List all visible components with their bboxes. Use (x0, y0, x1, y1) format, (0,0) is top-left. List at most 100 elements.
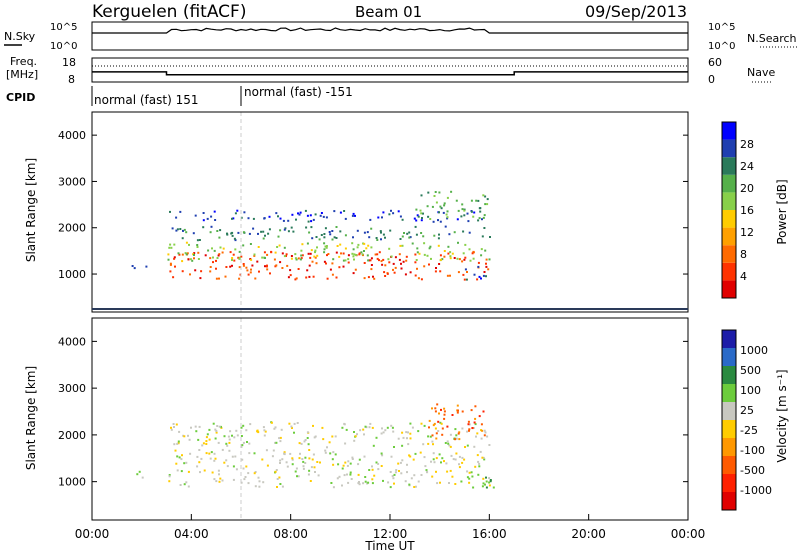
data-cell (236, 434, 239, 437)
data-cell (448, 233, 451, 236)
data-cell (262, 237, 265, 240)
data-cell (253, 452, 256, 455)
data-cell (194, 269, 197, 272)
data-cell (335, 251, 338, 254)
data-cell (293, 422, 296, 425)
data-cell (417, 430, 420, 433)
data-cell (347, 261, 350, 264)
data-cell (375, 237, 378, 239)
nave-tick-top: 60 (708, 56, 722, 69)
data-cell (409, 437, 412, 440)
data-cell (454, 428, 457, 431)
data-cell (209, 270, 212, 273)
data-cell (408, 454, 411, 457)
colorbar-swatch (722, 492, 736, 510)
data-cell (488, 477, 491, 480)
data-cell (297, 268, 300, 270)
data-cell (219, 246, 222, 249)
data-cell (416, 214, 419, 217)
data-cell (328, 441, 331, 444)
data-cell (291, 457, 294, 460)
data-cell (302, 465, 305, 468)
data-cell (213, 452, 216, 455)
data-cell (202, 212, 205, 214)
data-cell (390, 209, 392, 212)
data-cell (193, 252, 196, 255)
data-cell (461, 461, 464, 464)
data-cell (219, 477, 222, 480)
data-cell (177, 440, 180, 443)
data-cell (296, 422, 299, 424)
data-cell (484, 249, 487, 252)
data-cell (429, 218, 432, 220)
data-cell (470, 199, 473, 202)
data-cell (439, 481, 441, 484)
data-cell (431, 475, 434, 478)
colorbar-swatch (722, 174, 736, 193)
data-cell (414, 225, 417, 228)
data-cell (455, 199, 458, 202)
data-cell (354, 268, 357, 271)
data-cell (300, 257, 303, 260)
data-cell (175, 462, 178, 465)
data-cell (344, 461, 347, 464)
data-cell (423, 424, 426, 427)
data-cell (398, 258, 401, 261)
data-cell (256, 260, 259, 263)
data-cell (447, 442, 450, 445)
data-cell (218, 253, 221, 256)
cpid-row: CPID normal (fast) 151 normal (fast) -15… (6, 85, 353, 107)
freq-unit-label: [MHz] (6, 68, 38, 81)
data-cell (413, 217, 416, 220)
data-cell (446, 210, 449, 213)
data-cell (477, 460, 480, 463)
data-cell (299, 258, 302, 261)
data-cell (406, 463, 408, 466)
velocity-colorbar: 1000 500 100 25 -25 -100 -500 -1000 (721, 329, 772, 511)
data-cell (296, 475, 298, 478)
data-cell (238, 266, 241, 269)
data-cell (266, 253, 269, 256)
colorbar-tick-label: 12 (740, 226, 754, 239)
data-cell (212, 261, 214, 264)
data-cell (225, 459, 228, 462)
data-cell (440, 461, 442, 464)
data-cell (223, 461, 226, 464)
data-cell (402, 436, 405, 439)
data-cell (283, 246, 286, 249)
data-cell (409, 432, 412, 435)
data-cell (175, 216, 178, 219)
data-cell (305, 276, 308, 279)
nsky-right-label: N.Search (747, 32, 797, 45)
data-cell (384, 275, 387, 277)
data-cell (264, 234, 266, 237)
colorbar-tick-label: 500 (740, 364, 761, 377)
colorbar-swatch (722, 280, 736, 298)
data-cell (254, 485, 257, 488)
data-cell (446, 425, 449, 428)
data-cell (169, 210, 171, 213)
data-cell (428, 419, 431, 422)
data-cell (238, 250, 241, 253)
data-cell (443, 410, 446, 413)
velocity-ylabel: Slant Range [km] (24, 366, 38, 470)
data-cell (382, 479, 384, 482)
data-cell (373, 474, 376, 477)
data-cell (216, 425, 219, 427)
data-cell (237, 231, 240, 234)
data-cell (281, 485, 284, 488)
data-cell (416, 247, 419, 250)
data-cell (209, 266, 212, 268)
data-cell (250, 258, 253, 261)
data-cell (245, 429, 248, 432)
data-cell (312, 218, 315, 221)
data-cell (393, 482, 395, 485)
data-cell (377, 468, 380, 471)
data-cell (358, 458, 361, 461)
data-cell (438, 191, 441, 194)
data-cell (290, 255, 293, 257)
data-cell (482, 456, 485, 459)
data-cell (231, 217, 233, 220)
data-cell (215, 430, 218, 432)
data-cell (431, 407, 433, 410)
